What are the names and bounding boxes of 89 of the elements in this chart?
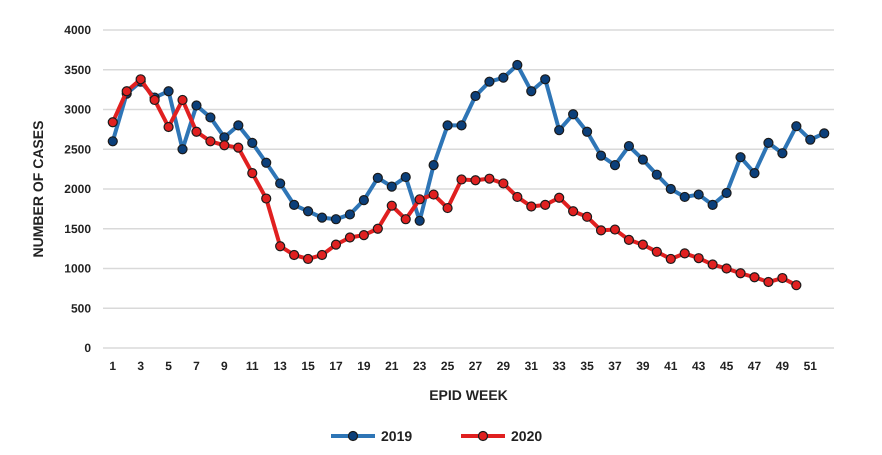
y-tick-label: 500: [70, 301, 92, 316]
point: [791, 280, 802, 290]
point: [568, 206, 578, 216]
y-tick-label: 3500: [64, 62, 92, 77]
x-tick-label: 47: [748, 359, 762, 373]
y-tick-label: 4000: [64, 23, 92, 38]
y-tick-label: 1500: [64, 222, 92, 236]
point: [428, 189, 439, 200]
point: [344, 232, 356, 243]
point: [247, 168, 258, 178]
point: [275, 241, 286, 252]
x-tick-label: 21: [385, 359, 399, 373]
point: [582, 212, 592, 222]
x-tick-label: 39: [636, 359, 650, 373]
point: [205, 136, 216, 146]
y-tick-label: 3000: [64, 102, 92, 117]
x-tick-label: 23: [412, 359, 427, 373]
point: [400, 214, 411, 224]
point: [108, 117, 118, 128]
x-tick-label: 5: [165, 359, 172, 373]
y-tick-label: 2000: [64, 182, 92, 196]
point: [680, 248, 690, 258]
point: [219, 140, 230, 150]
x-tick-label: 51: [804, 359, 818, 373]
x-tick-label: 35: [580, 359, 594, 373]
point: [372, 224, 383, 234]
point: [316, 250, 328, 260]
point: [289, 250, 300, 260]
point: [596, 225, 606, 236]
point: [498, 178, 508, 189]
point: [470, 175, 481, 186]
point: [666, 254, 676, 264]
point: [638, 240, 648, 250]
x-tick-label: 15: [301, 359, 316, 373]
point: [708, 259, 718, 270]
point: [749, 272, 760, 282]
x-tick-label: 11: [246, 359, 259, 373]
point: [150, 94, 160, 106]
point: [302, 254, 314, 264]
x-tick-label: 9: [221, 359, 228, 373]
x-tick-label: 19: [357, 359, 371, 373]
x-tick-label: 1: [109, 359, 116, 373]
x-tick-label: 33: [552, 359, 566, 373]
point: [442, 202, 453, 214]
y-tick-label: 0: [84, 341, 92, 356]
point: [386, 200, 397, 211]
point: [526, 201, 536, 212]
point: [177, 94, 188, 106]
x-tick-label: 13: [273, 359, 288, 373]
legend-label: 2019: [381, 428, 412, 444]
x-tick-label: 41: [664, 359, 678, 373]
y-tick-label: 2500: [64, 142, 92, 156]
point: [330, 240, 342, 250]
point: [122, 86, 132, 96]
x-tick-label: 45: [720, 359, 734, 373]
point: [721, 263, 732, 274]
x-tick-label: 27: [468, 359, 482, 373]
point: [358, 230, 369, 240]
point: [735, 268, 746, 278]
x-tick-label: 3: [137, 359, 144, 373]
point: [554, 192, 564, 203]
point: [261, 193, 272, 204]
point: [163, 122, 174, 132]
point: [136, 74, 146, 84]
point: [233, 142, 244, 153]
x-tick-label: 43: [692, 359, 706, 373]
point: [652, 246, 662, 257]
point: [694, 253, 704, 264]
y-axis-title: NUMBER OF CASES: [30, 120, 46, 258]
x-tick-label: 49: [776, 359, 790, 373]
point: [484, 174, 495, 184]
point: [610, 224, 620, 235]
y-tick-label: 1000: [64, 262, 92, 276]
x-axis-title: EPID WEEK: [429, 387, 508, 403]
legend-label: 2020: [511, 428, 542, 444]
point: [512, 192, 522, 202]
x-tick-label: 29: [496, 359, 510, 373]
point: [414, 194, 425, 204]
point: [777, 272, 788, 284]
x-tick-label: 37: [608, 359, 622, 373]
point: [763, 276, 774, 288]
x-tick-label: 17: [329, 359, 343, 373]
x-tick-label: 31: [524, 359, 538, 373]
point: [456, 174, 467, 185]
point: [624, 234, 634, 245]
point: [191, 126, 202, 137]
point: [540, 200, 550, 210]
x-tick-label: 25: [440, 359, 455, 373]
x-tick-label: 7: [193, 359, 200, 373]
